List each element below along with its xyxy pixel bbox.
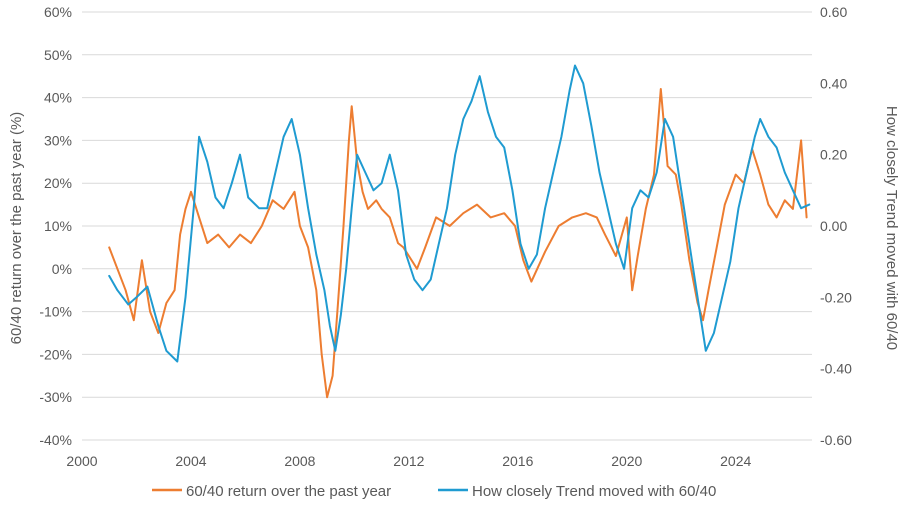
series-layer: [108, 64, 811, 399]
series-line-1: [108, 88, 808, 399]
left-tick-label: -40%: [39, 432, 72, 448]
left-tick-label: -30%: [39, 389, 72, 405]
x-tick-label: 2020: [611, 453, 642, 469]
legend-label-series-2: How closely Trend moved with 60/40: [472, 483, 716, 500]
x-tick-label: 2016: [502, 453, 533, 469]
left-tick-label: -10%: [39, 304, 72, 320]
x-tick-label: 2012: [393, 453, 424, 469]
right-tick-label: -0.20: [820, 289, 852, 305]
left-tick-label: 60%: [44, 4, 72, 20]
legend: 60/40 return over the past year How clos…: [152, 483, 716, 500]
x-tick-label: 2000: [66, 453, 97, 469]
right-tick-label: -0.60: [820, 432, 852, 448]
x-tick-label: 2024: [720, 453, 751, 469]
right-tick-label: 0.60: [820, 4, 847, 20]
left-tick-label: 30%: [44, 132, 72, 148]
gridlines: [82, 11, 812, 441]
right-axis-ticks: 0.60 0.40 0.20 0.00 -0.20 -0.40 -0.60: [820, 4, 852, 448]
legend-label-series-1: 60/40 return over the past year: [186, 483, 391, 500]
x-tick-label: 2008: [284, 453, 315, 469]
x-tick-label: 2004: [175, 453, 206, 469]
left-tick-label: 0%: [52, 261, 72, 277]
right-tick-label: 0.40: [820, 75, 847, 91]
left-tick-label: 20%: [44, 175, 72, 191]
series-line-2: [108, 64, 811, 363]
right-tick-label: 0.00: [820, 218, 847, 234]
left-axis-ticks: 60% 50% 40% 30% 20% 10% 0% -10% -20% -30% -40%: [39, 4, 72, 448]
right-axis-title: How closely Trend moved with 60/40: [883, 106, 900, 350]
left-tick-label: 10%: [44, 218, 72, 234]
left-tick-label: -20%: [39, 346, 72, 362]
right-tick-label: 0.20: [820, 147, 847, 163]
left-tick-label: 50%: [44, 47, 72, 63]
left-tick-label: 40%: [44, 90, 72, 106]
left-axis-title: 60/40 return over the past year (%): [8, 112, 25, 345]
x-axis-ticks: 2000 2004 2008 2012 2016 2020 2024: [66, 453, 751, 469]
right-tick-label: -0.40: [820, 361, 852, 377]
